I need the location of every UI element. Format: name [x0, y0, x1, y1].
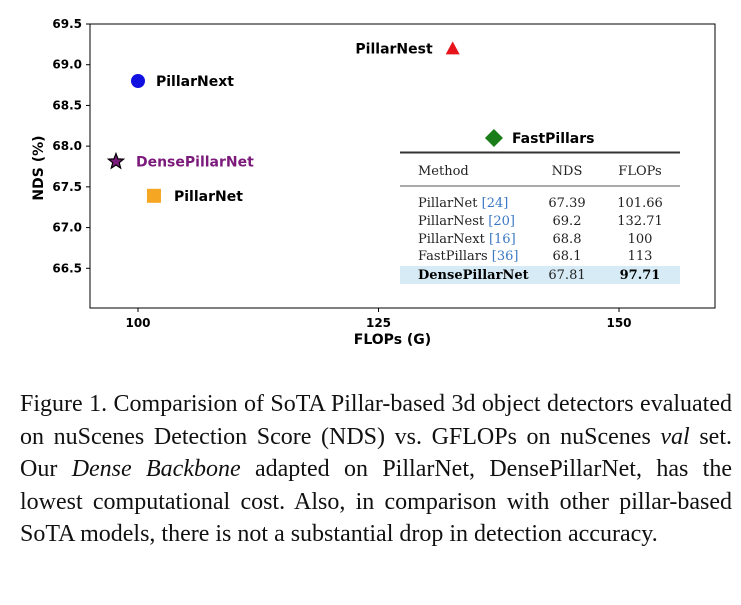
x-tick-label: 100 — [125, 316, 150, 330]
figure-caption: Figure 1. Comparision of SoTA Pillar-bas… — [20, 388, 732, 551]
citation: [24] — [482, 196, 509, 211]
table-row: PillarNest [20] 69.2 132.71 — [418, 214, 663, 229]
table-row: FastPillars [36] 68.1 113 — [418, 249, 652, 264]
method-name: PillarNext — [418, 232, 486, 247]
point-pillarnest: PillarNest — [355, 41, 460, 57]
point-label: DensePillarNet — [136, 155, 254, 171]
diamond-marker — [484, 129, 503, 147]
table-cell-method: PillarNest [20] — [418, 214, 515, 229]
table-row-highlight — [400, 266, 680, 284]
method-name: DensePillarNet — [418, 268, 529, 283]
method-name: PillarNet — [418, 196, 478, 211]
plot-frame — [89, 23, 716, 309]
square-marker — [146, 188, 161, 203]
table-cell-flops: 97.71 — [620, 268, 661, 283]
y-tick-label: 67.0 — [52, 221, 82, 235]
y-tick-label: 68.5 — [52, 98, 82, 112]
citation: [20] — [488, 214, 515, 229]
point-label: PillarNet — [174, 189, 243, 205]
table-row: PillarNet [24] 67.39 101.66 — [418, 196, 663, 211]
x-tick-label: 125 — [366, 316, 391, 330]
caption-val: val — [660, 423, 690, 450]
table-cell-flops: 132.71 — [617, 214, 663, 229]
axis-ticks: 69.5 69.0 68.5 68.0 67.5 67.0 66.5 100 125 150 — [52, 17, 631, 330]
point-fastpillars: FastPillars — [484, 129, 595, 147]
table-header-cell: Method — [418, 164, 469, 179]
table-cell-nds: 67.39 — [548, 196, 585, 211]
table-row: PillarNext [16] 68.8 100 — [418, 232, 652, 247]
triangle-marker — [445, 41, 460, 55]
y-tick-label: 66.5 — [52, 261, 82, 275]
x-axis-title: FLOPs (G) — [354, 332, 431, 348]
point-label: PillarNest — [355, 41, 433, 57]
circle-marker — [131, 74, 145, 88]
y-tick-label: 67.5 — [52, 180, 82, 194]
method-name: FastPillars — [418, 249, 488, 264]
table-cell-nds: 68.1 — [553, 249, 582, 264]
table-cell-nds: 67.81 — [548, 268, 585, 283]
table-header-cell: FLOPs — [618, 164, 661, 179]
point-label: PillarNext — [156, 74, 234, 90]
table-cell-method: PillarNet [24] — [418, 196, 508, 211]
point-label: FastPillars — [512, 131, 595, 147]
table-cell-flops: 101.66 — [617, 196, 663, 211]
point-densepillarnet: DensePillarNet — [106, 151, 254, 171]
table-cell-method: FastPillars [36] — [418, 249, 518, 264]
caption-part-3: adapted on PillarNet, DensePillarNet, ha… — [20, 456, 732, 547]
y-tick-label: 69.0 — [52, 58, 82, 72]
star-marker — [106, 151, 126, 170]
table-cell-nds: 69.2 — [553, 214, 582, 229]
point-pillarnext: PillarNext — [131, 74, 234, 90]
citation: [16] — [489, 232, 516, 247]
table-cell-method: DensePillarNet — [418, 268, 529, 283]
method-name: PillarNest — [418, 214, 485, 229]
caption-part-1: Figure 1. Comparision of SoTA Pillar-bas… — [20, 391, 732, 450]
x-tick-label: 150 — [606, 316, 631, 330]
citation: [36] — [492, 249, 519, 264]
table-header-cell: NDS — [552, 164, 583, 179]
table-cell-flops: 113 — [628, 249, 653, 264]
y-axis-title: NDS (%) — [31, 135, 47, 200]
caption-dense-backbone: Dense Backbone — [71, 456, 241, 482]
table-cell-flops: 100 — [628, 232, 653, 247]
point-pillarnet: PillarNet — [146, 188, 243, 205]
caption-part-2: set. Our — [20, 423, 733, 483]
y-tick-label: 68.0 — [52, 139, 82, 153]
data-points: PillarNest PillarNext FastPillars DensePill… — [106, 41, 595, 205]
table-cell-nds: 68.8 — [553, 232, 582, 247]
y-tick-label: 69.5 — [52, 17, 82, 31]
scatter-chart: 69.5 69.0 68.5 68.0 67.5 67.0 66.5 100 125 150 Pi… — [31, 17, 716, 348]
table-cell-method: PillarNext [16] — [418, 232, 516, 247]
table-row: DensePillarNet 67.81 97.71 — [400, 266, 680, 284]
